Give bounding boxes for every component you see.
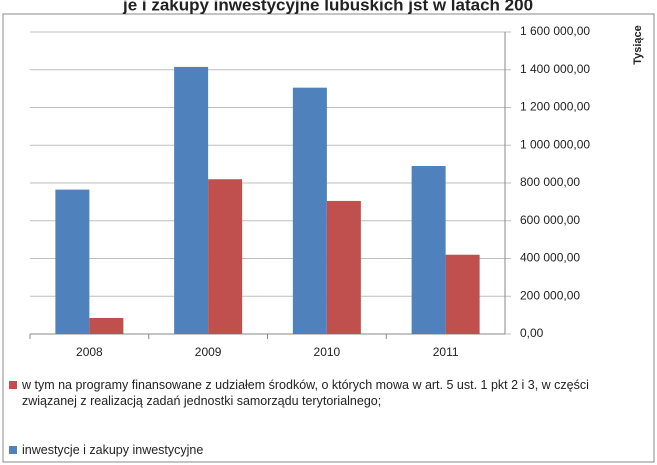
- bar: [445, 254, 480, 334]
- legend-entry: w tym na programy finansowane z udziałem…: [9, 377, 602, 409]
- legend-entry: inwestycje i zakupy inwestycyjne: [9, 442, 602, 458]
- chart-title: je i zakupy inwestycyjne lubuskich jst w…: [122, 0, 533, 14]
- x-tick-label: 2011: [433, 345, 459, 359]
- bar: [55, 189, 90, 334]
- y-tick-label: 1 200 000,00: [520, 100, 590, 114]
- y-axis-label: Tysiące: [632, 25, 644, 65]
- x-tick-label: 2010: [314, 345, 341, 359]
- y-tick-label: 600 000,00: [520, 213, 580, 227]
- x-tick-label: 2008: [76, 345, 103, 359]
- y-tick-label: 1 000 000,00: [520, 137, 590, 151]
- bar: [411, 166, 446, 334]
- bar: [326, 200, 361, 334]
- chart-border: [2, 13, 655, 463]
- bar: [292, 87, 327, 335]
- y-tick-label: 800 000,00: [520, 175, 580, 189]
- bar: [174, 66, 209, 334]
- bar: [208, 179, 243, 334]
- bar: [89, 317, 124, 334]
- y-tick-label: 200 000,00: [520, 288, 580, 302]
- legend-label: inwestycje i zakupy inwestycyjne: [22, 443, 204, 457]
- y-tick-label: 0,00: [520, 326, 544, 340]
- y-tick-label: 400 000,00: [520, 251, 580, 265]
- legend-swatch: [9, 381, 17, 389]
- y-tick-label: 1 400 000,00: [520, 62, 590, 76]
- legend-label: w tym na programy finansowane z udziałem…: [22, 378, 589, 408]
- x-tick-label: 2009: [195, 345, 222, 359]
- legend-swatch: [9, 446, 17, 454]
- y-tick-label: 1 600 000,00: [520, 24, 590, 38]
